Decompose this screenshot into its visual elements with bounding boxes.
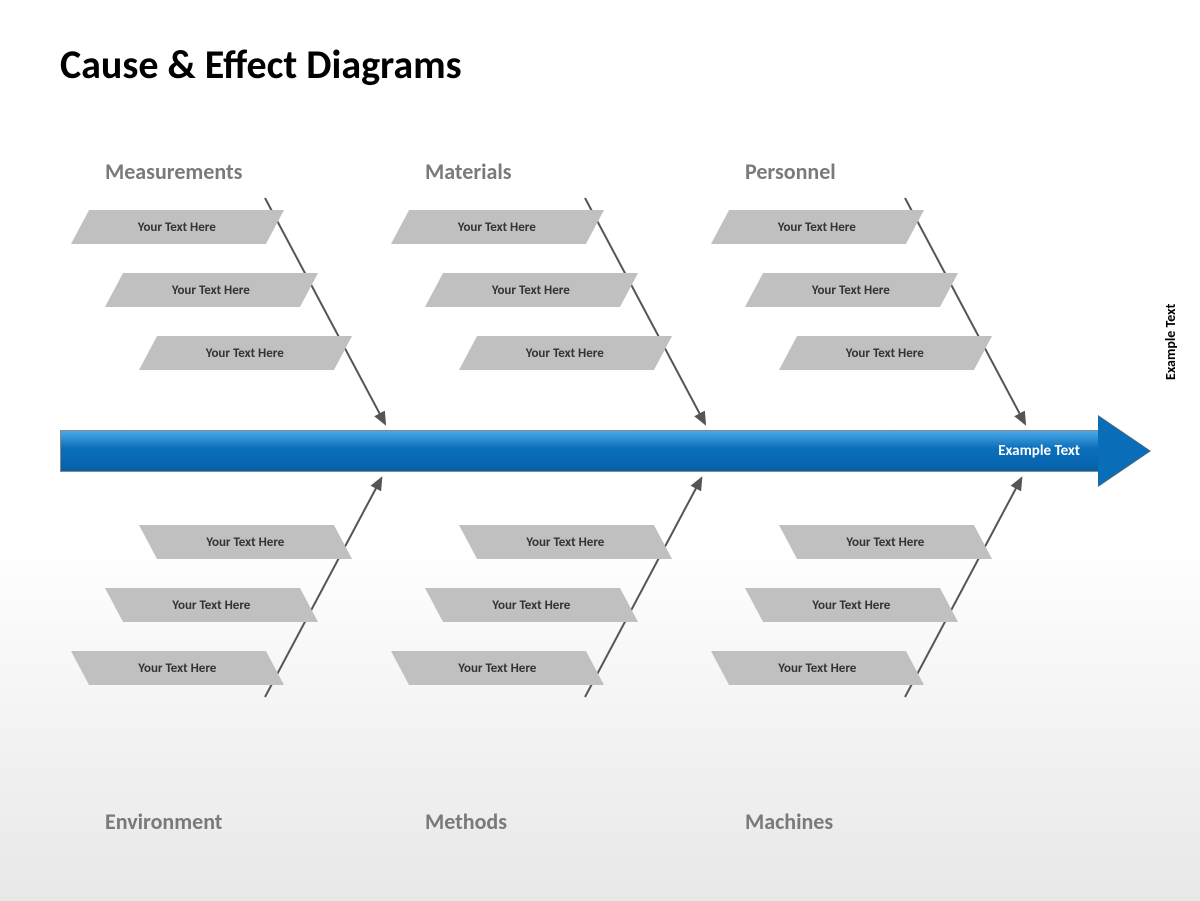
spine: Example Text — [60, 430, 1150, 472]
cause-box: Your Text Here — [459, 336, 672, 370]
cause-box: Your Text Here — [711, 210, 924, 244]
cause-box: Your Text Here — [745, 588, 958, 622]
category-label-bottom-0: Environment — [105, 808, 222, 835]
cause-box-text: Your Text Here — [812, 598, 890, 613]
bone-line — [585, 198, 705, 424]
cause-box: Your Text Here — [71, 651, 284, 685]
cause-box-text: Your Text Here — [812, 283, 890, 298]
cause-box-text: Your Text Here — [458, 661, 536, 676]
cause-box-text: Your Text Here — [458, 220, 536, 235]
category-label-bottom-1: Methods — [425, 808, 507, 835]
cause-box-text: Your Text Here — [778, 661, 856, 676]
cause-box: Your Text Here — [139, 336, 352, 370]
cause-box: Your Text Here — [391, 210, 604, 244]
cause-box: Your Text Here — [71, 210, 284, 244]
cause-box: Your Text Here — [459, 525, 672, 559]
cause-box: Your Text Here — [105, 588, 318, 622]
spine-arrowhead — [1098, 416, 1150, 486]
cause-box-text: Your Text Here — [138, 661, 216, 676]
cause-box: Your Text Here — [425, 273, 638, 307]
cause-box: Your Text Here — [105, 273, 318, 307]
bone-line — [265, 198, 385, 424]
bone-line — [905, 198, 1025, 424]
cause-box: Your Text Here — [425, 588, 638, 622]
spine-bar — [60, 430, 1100, 472]
cause-box-text: Your Text Here — [492, 283, 570, 298]
cause-box-text: Your Text Here — [526, 346, 604, 361]
cause-box-text: Your Text Here — [846, 346, 924, 361]
category-label-top-1: Materials — [425, 158, 512, 185]
spine-text: Example Text — [998, 430, 1080, 472]
cause-box-text: Your Text Here — [846, 535, 924, 550]
cause-box: Your Text Here — [391, 651, 604, 685]
cause-box-text: Your Text Here — [492, 598, 570, 613]
cause-box-text: Your Text Here — [172, 283, 250, 298]
category-label-bottom-2: Machines — [745, 808, 833, 835]
category-label-top-0: Measurements — [105, 158, 242, 185]
cause-box-text: Your Text Here — [526, 535, 604, 550]
cause-box-text: Your Text Here — [172, 598, 250, 613]
cause-box: Your Text Here — [745, 273, 958, 307]
cause-box-text: Your Text Here — [778, 220, 856, 235]
cause-box: Your Text Here — [711, 651, 924, 685]
effect-label: Example Text — [1162, 304, 1179, 380]
cause-box-text: Your Text Here — [206, 346, 284, 361]
cause-box-text: Your Text Here — [206, 535, 284, 550]
cause-box: Your Text Here — [139, 525, 352, 559]
category-label-top-2: Personnel — [745, 158, 836, 185]
cause-box: Your Text Here — [779, 336, 992, 370]
cause-box: Your Text Here — [779, 525, 992, 559]
cause-box-text: Your Text Here — [138, 220, 216, 235]
